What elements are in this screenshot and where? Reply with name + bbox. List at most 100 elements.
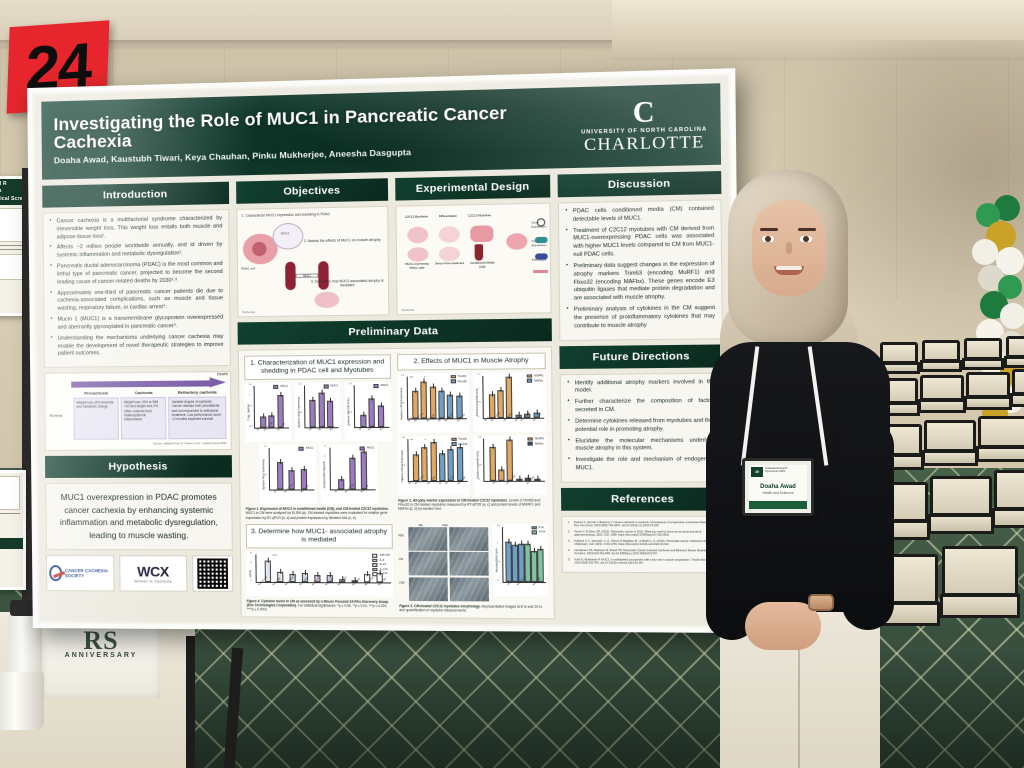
legend-swatch (450, 375, 456, 379)
chart-y-tick: 1.5 (401, 437, 405, 440)
preliminary-data-upper: 1. Characterization of MUC1 expression a… (244, 352, 548, 520)
chart-x-ticks: SFM KCKO KCM (304, 425, 339, 441)
micrograph-image (448, 526, 489, 551)
chart-x-ticks: SFM KCKO CM KCM CM SFM KCKO CM KCM CM (483, 412, 544, 433)
chart-plot-area: 0 0.5 1 1.5 (497, 525, 546, 583)
chart-fig2a: Relative mRNA Expression 0 0.5 1 1.5 SFM KCKO … (396, 372, 470, 433)
qr-code-container[interactable] (192, 555, 234, 592)
eyebrow (798, 228, 816, 231)
chart-x-ticks: SFM KCKO CM KCM CM (254, 422, 289, 442)
chart-y-tick: 0.5 (401, 402, 405, 405)
stage-arrow: Death (71, 371, 228, 389)
micrograph-image (408, 551, 448, 576)
legend-label: MAFbx (534, 442, 544, 446)
neighbor-poster-title-2: Infected b (0, 188, 36, 195)
chart-fig1b: Relative Muc1 Expression 0 0.5 1 1.5 SFM KCKO K… (294, 382, 341, 442)
chart-legend-item: MUC1 (373, 384, 389, 388)
error-bar (459, 392, 460, 398)
chart-y-tick: 0 (298, 425, 301, 428)
chart-y-tick: 4 (323, 445, 326, 448)
badge-logo-icon: 49 (751, 467, 763, 477)
chart-legend-item: GM-CSF (372, 553, 390, 558)
chart-legend-item: Fbxo32 (450, 379, 467, 384)
muc1-callout-label: MUC1 (280, 231, 290, 236)
error-bar (441, 387, 443, 393)
legend-label: IL-17F (379, 572, 388, 576)
chart-y-tick: 0 (401, 416, 403, 419)
neighbor-poster-title-3: Of Biological Screen (0, 195, 29, 202)
research-poster: Investigating the Role of MUC1 in Pancre… (27, 68, 742, 634)
significance-marker: ** (410, 438, 413, 443)
chart-y-tick: 1.5 (477, 436, 482, 439)
chart-legend-item: MAFbx (526, 379, 544, 383)
error-bar (380, 402, 382, 408)
chart-y-axis-label: pg/mL (248, 569, 253, 578)
neighbor-poster-text (0, 244, 36, 247)
error-bar (280, 568, 281, 574)
poster-title: Investigating the Role of MUC1 in Pancre… (53, 102, 507, 153)
teeth (776, 266, 802, 270)
legend-label: 8 Hr (538, 526, 544, 530)
pdac-illustration (407, 247, 429, 262)
legend-label: MUC1 (330, 384, 339, 388)
introduction-bullet: Affects ~2 million people worldwide annu… (50, 242, 223, 261)
design-figure-source: BioRender (401, 308, 415, 312)
treatment-illustration (438, 246, 460, 262)
unc-logo-charlotte: CHARLOTTE (583, 132, 705, 155)
objective-3: 3. Determine how MUC1-associated atrophy… (310, 278, 384, 288)
chart-bar (438, 387, 445, 419)
section-heading-introduction: Introduction (42, 181, 230, 208)
error-bar (509, 373, 510, 380)
legend-label: MURF1 (534, 437, 545, 441)
legend-swatch (273, 385, 279, 389)
chart-legend: GM-CSF IL-6 IL-13 IL-17A IL-17F (372, 553, 390, 577)
chart-y-tick: 0 (348, 425, 351, 428)
chart-bar (411, 387, 419, 419)
design-node-label: C2C12 Myotubes (468, 213, 491, 218)
chart-fig1e: Relative MUC1/β-actin 0 1 2 3 4 SFM KCKO CM KCM … (319, 444, 378, 504)
muc1-arrow-label: MUC1 (295, 273, 319, 278)
error-bar (509, 436, 511, 443)
chart-y-tick: -0.5 (248, 425, 253, 428)
legend-label: IL-6 (379, 558, 385, 562)
qr-code-icon[interactable] (196, 557, 230, 590)
fig1-row-bottom: Relative Muc1 Expression 0 0.5 1 1.5 SFM KCKO … (245, 444, 392, 504)
chart-y-tick: 0 (402, 479, 404, 482)
legend-label: MUC1 (306, 447, 314, 451)
stage-normal-label: Normal (49, 413, 63, 419)
introduction-bullet: Approximately one-third of pancreatic ca… (50, 288, 223, 314)
myotube-cycle-illustration (314, 291, 340, 309)
error-bar (508, 538, 510, 544)
chart-y-tick: 0.5 (477, 401, 481, 405)
error-bar (527, 540, 529, 546)
chart-x-ticks: SFM KCKO CM KCM CM SFM KCKO CM KCM CM (407, 475, 468, 495)
eye (762, 236, 774, 242)
legend-swatch (372, 563, 378, 567)
figure-3-panel: PBS CM CM2 8Hr 24Hr (398, 524, 549, 613)
tote-bag-subtext: ANNIVERSARY (64, 652, 138, 659)
chart-y-tick: 1.5 (248, 384, 252, 387)
chart-bar (327, 397, 334, 428)
figure-1-caption-rest: MUC1 in CM were analyzed by ELISA (a). C… (245, 511, 388, 520)
face (752, 200, 826, 296)
error-bar (321, 389, 322, 395)
legend-swatch (359, 446, 365, 451)
tote-bag-logo: RS (83, 626, 119, 655)
chart-y-tick: 1.5 (400, 374, 405, 377)
chart-legend: Trim63 Fbxo32 (450, 375, 467, 384)
left-arm (706, 420, 758, 640)
chart-legend-item: MURF1 (527, 437, 545, 442)
chart-y-tick: 1 (263, 459, 265, 463)
chart-legend-item: MURF1 (526, 374, 544, 379)
error-bar (433, 438, 434, 444)
protein-band-icon (534, 253, 548, 260)
micrograph-image (408, 526, 448, 551)
error-bar (500, 386, 502, 392)
poster-column-left: Introduction Cancer cachexia is a multif… (42, 181, 234, 618)
section-heading-experimental-design: Experimental Design (395, 174, 551, 201)
legend-swatch (298, 446, 305, 451)
chart-y-tick: 1.5 (298, 383, 302, 386)
chart-y-tick: 0 (478, 478, 480, 481)
chart-x-tick-label: KCM (379, 425, 386, 432)
chart-x-ticks: SFM KCKO KCM (354, 424, 389, 441)
